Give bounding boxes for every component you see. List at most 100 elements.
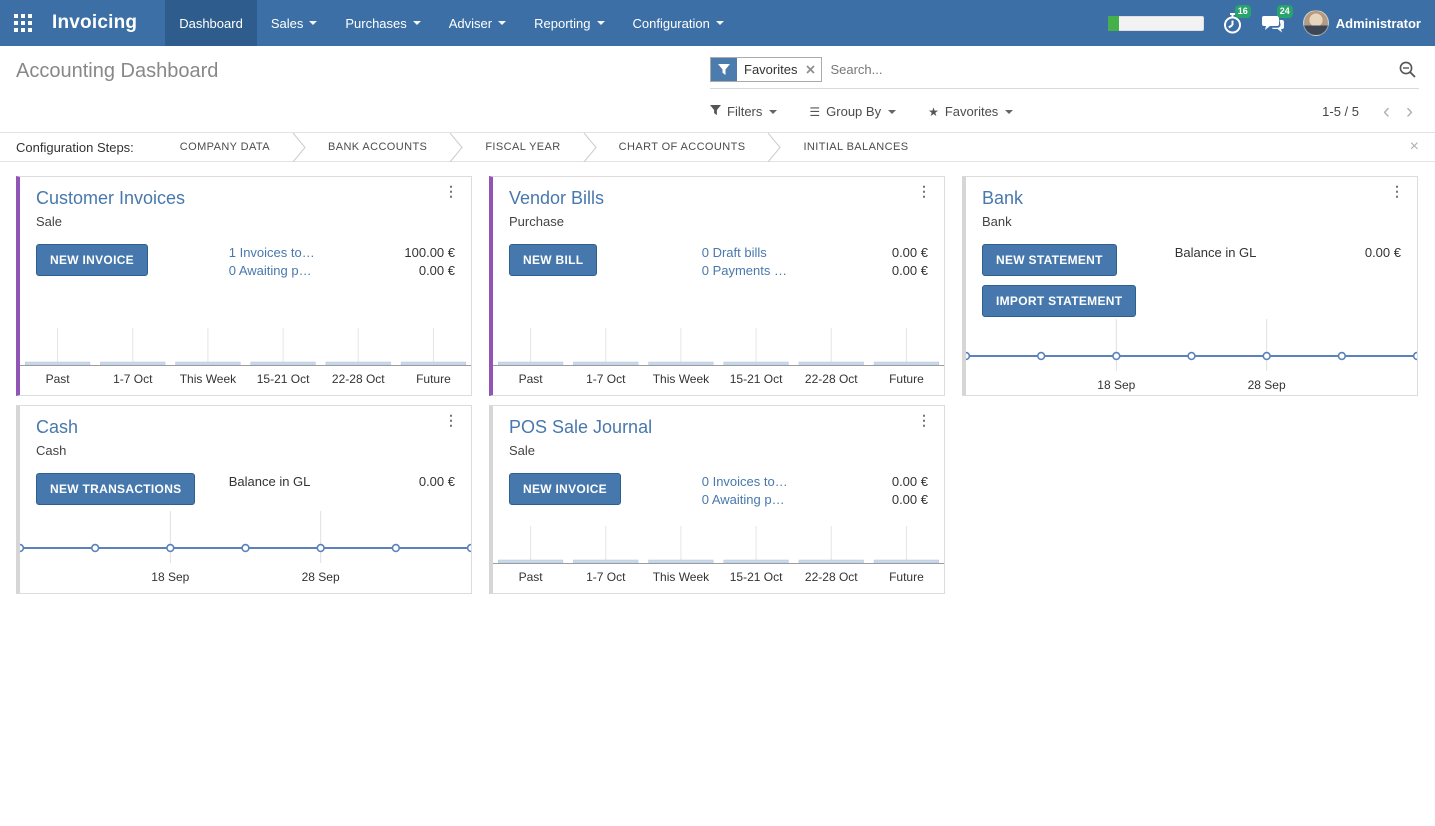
new-transactions-button[interactable]: NEW TRANSACTIONS — [36, 472, 196, 505]
chart-x-labels: 18 Sep 28 Sep — [966, 375, 1417, 401]
step-bank-accounts[interactable]: BANK ACCOUNTS — [327, 141, 428, 153]
search-facet-favorites[interactable]: Favorites — [710, 57, 823, 82]
import-statement-button[interactable]: IMPORT STATEMENT — [982, 284, 1137, 317]
card-title[interactable]: Customer Invoices — [36, 188, 186, 208]
payments-link[interactable]: 0 Payments … — [701, 262, 787, 278]
chat-bubbles-icon — [1261, 16, 1284, 33]
top-navbar: Invoicing Dashboard Sales Purchases Advi… — [0, 0, 1435, 46]
card-subtitle: Sale — [36, 213, 63, 229]
search-input[interactable] — [822, 58, 1398, 81]
user-menu[interactable]: Administrator — [1302, 10, 1421, 36]
timer-icon[interactable]: 16 — [1222, 4, 1251, 35]
journal-graph[interactable]: 18 Sep 28 Sep — [966, 317, 1417, 401]
chart-x-labels: 18 Sep 28 Sep — [20, 567, 471, 593]
grid-icon — [14, 14, 32, 32]
close-icon[interactable]: × — [1409, 138, 1419, 155]
menu-item-dashboard[interactable]: Dashboard — [165, 0, 257, 46]
invoices-to-validate-link[interactable]: 0 Invoices to… — [701, 473, 788, 489]
new-bill-button[interactable]: NEW BILL — [509, 243, 598, 276]
chevron-down-icon — [769, 109, 778, 114]
app-brand[interactable]: Invoicing — [52, 12, 138, 33]
card-body: NEW INVOICE 1 Invoices to… 0 Awaiting p…… — [20, 229, 471, 280]
facet-remove-icon[interactable] — [804, 58, 821, 81]
chevron-down-icon — [596, 21, 605, 25]
card-title[interactable]: POS Sale Journal — [509, 417, 653, 437]
journal-graph[interactable]: 18 Sep 28 Sep — [20, 509, 471, 593]
draft-bills-link[interactable]: 0 Draft bills — [701, 244, 767, 260]
card-subtitle: Bank — [982, 213, 1012, 229]
journal-graph[interactable]: Past 1-7 Oct This Week 15-21 Oct 22-28 O… — [493, 311, 944, 395]
awaiting-payments-link[interactable]: 0 Awaiting p… — [228, 262, 312, 278]
bar-chart — [493, 509, 944, 567]
step-chart-of-accounts[interactable]: CHART OF ACCOUNTS — [618, 141, 746, 153]
card-title[interactable]: Bank — [982, 188, 1024, 208]
group-by-icon: ☰ — [809, 104, 821, 119]
configuration-steps-bar: Configuration Steps: COMPANY DATA BANK A… — [0, 132, 1435, 162]
card-body: NEW INVOICE 0 Invoices to… 0 Awaiting p…… — [493, 458, 944, 509]
chevron-down-icon — [309, 21, 318, 25]
chevron-down-icon — [1005, 109, 1014, 114]
main-menu: Dashboard Sales Purchases Adviser Report… — [165, 0, 738, 46]
menu-label: Adviser — [448, 15, 493, 31]
card-body: NEW STATEMENT IMPORT STATEMENT Balance i… — [966, 229, 1417, 317]
amount-value: 0.00 € — [418, 262, 455, 278]
x-tick: This Week — [652, 570, 710, 584]
new-invoice-button[interactable]: NEW INVOICE — [509, 472, 621, 505]
kebab-menu-icon[interactable]: ⋮ — [444, 412, 458, 428]
card-title[interactable]: Cash — [36, 417, 79, 437]
search-area: Favorites Filters ☰ Group By ★ — [710, 57, 1419, 132]
x-tick: Future — [889, 570, 924, 584]
awaiting-payments-link[interactable]: 0 Awaiting p… — [701, 491, 785, 507]
pager: 1-5 / 5 ‹ › — [1322, 99, 1419, 123]
chart-x-labels: Past 1-7 Oct This Week 15-21 Oct 22-28 O… — [493, 567, 944, 593]
x-tick: 28 Sep — [301, 570, 340, 584]
progress-fill — [1107, 15, 1119, 31]
step-company-data[interactable]: COMPANY DATA — [179, 141, 270, 153]
x-tick: 18 Sep — [151, 570, 190, 584]
card-vendor-bills: ⋮ Vendor Bills Purchase NEW BILL 0 Draft… — [489, 176, 945, 396]
kebab-menu-icon[interactable]: ⋮ — [444, 183, 458, 199]
chevron-down-icon — [888, 109, 897, 114]
journal-graph[interactable]: Past 1-7 Oct This Week 15-21 Oct 22-28 O… — [493, 509, 944, 593]
stopwatch-icon — [1223, 12, 1241, 33]
search-icon[interactable] — [1398, 60, 1419, 79]
chart-x-labels: Past 1-7 Oct This Week 15-21 Oct 22-28 O… — [20, 369, 471, 395]
filter-icon — [710, 105, 721, 118]
menu-item-reporting[interactable]: Reporting — [520, 0, 618, 46]
card-pos-sale-journal: ⋮ POS Sale Journal Sale NEW INVOICE 0 In… — [489, 405, 945, 594]
amount-value: 0.00 € — [418, 473, 455, 489]
favorites-button[interactable]: ★ Favorites — [928, 104, 1014, 119]
journal-graph[interactable]: Past 1-7 Oct This Week 15-21 Oct 22-28 O… — [20, 311, 471, 395]
trial-progress-bar[interactable] — [1107, 15, 1204, 31]
step-separator-icon — [767, 132, 782, 162]
card-title[interactable]: Vendor Bills — [509, 188, 605, 208]
kebab-menu-icon[interactable]: ⋮ — [1390, 183, 1404, 199]
card-header: Customer Invoices Sale — [20, 177, 471, 229]
control-panel: Accounting Dashboard Favorites Filters — [0, 46, 1435, 132]
x-tick: Future — [889, 372, 924, 386]
amount-value: 0.00 € — [891, 473, 928, 489]
kebab-menu-icon[interactable]: ⋮ — [917, 412, 931, 428]
card-body: NEW TRANSACTIONS Balance in GL 0.00 € — [20, 458, 471, 505]
pager-previous-icon[interactable]: ‹ — [1383, 99, 1390, 123]
kebab-menu-icon[interactable]: ⋮ — [917, 183, 931, 199]
card-header: Bank Bank — [966, 177, 1417, 229]
config-steps-label: Configuration Steps: — [16, 139, 134, 155]
invoices-to-validate-link[interactable]: 1 Invoices to… — [228, 244, 315, 260]
step-initial-balances[interactable]: INITIAL BALANCES — [803, 141, 909, 153]
apps-menu-icon[interactable] — [0, 0, 46, 46]
menu-item-purchases[interactable]: Purchases — [331, 0, 434, 46]
filter-facet-icon — [711, 58, 737, 81]
menu-item-adviser[interactable]: Adviser — [435, 0, 520, 46]
new-statement-button[interactable]: NEW STATEMENT — [982, 243, 1117, 276]
menu-item-sales[interactable]: Sales — [257, 0, 332, 46]
group-by-button[interactable]: ☰ Group By — [809, 104, 897, 119]
messages-icon[interactable]: 24 — [1261, 5, 1293, 34]
x-tick: Past — [518, 372, 543, 386]
filters-button[interactable]: Filters — [710, 104, 778, 119]
menu-item-configuration[interactable]: Configuration — [619, 0, 738, 46]
search-bar[interactable]: Favorites — [710, 57, 1419, 89]
new-invoice-button[interactable]: NEW INVOICE — [36, 243, 148, 276]
step-fiscal-year[interactable]: FISCAL YEAR — [485, 141, 561, 153]
pager-next-icon[interactable]: › — [1406, 99, 1413, 123]
